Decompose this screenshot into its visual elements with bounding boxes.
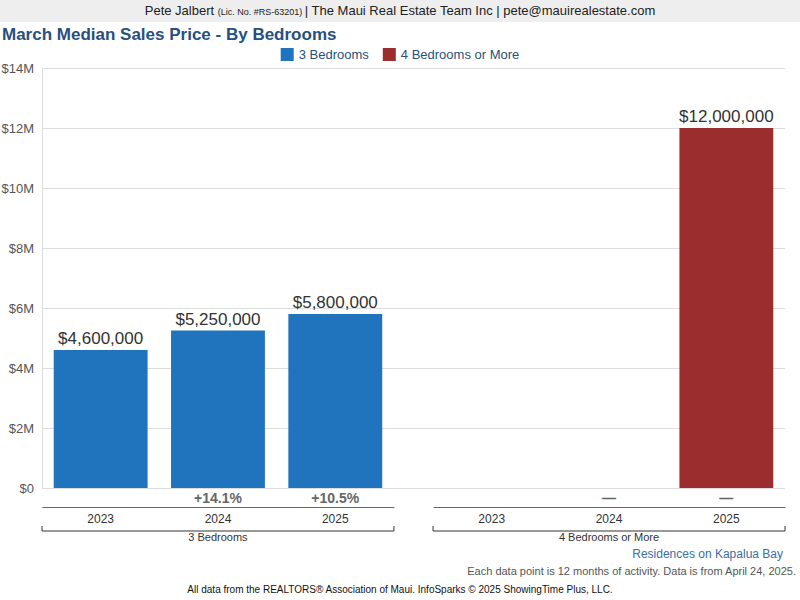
x-tick-label: 2024 [596,512,623,526]
data-label: $5,250,000 [175,310,260,329]
header-bar [0,0,800,22]
x-tick: 2025 [713,512,740,526]
x-tick: 2024 [205,512,232,526]
group-label: 4 Bedrooms or More [559,531,659,543]
footer-note: Each data point is 12 months of activity… [467,565,796,577]
change-label: +14.1% [194,490,242,506]
y-tick-label: $10M [1,181,34,196]
change-label: — [719,490,733,506]
x-tick: 2023 [478,512,505,526]
header-license: (Lic. No. #RS-63201) [218,7,305,17]
bar [679,128,773,488]
legend-swatch [383,48,396,61]
legend-label: 4 Bedrooms or More [401,47,520,62]
x-axis-line [434,507,786,508]
legend-label: 3 Bedrooms [299,47,370,62]
x-tick-label: 2025 [713,512,740,526]
y-tick-label: $0 [20,481,34,496]
legend-item: 3 Bedrooms [281,47,370,62]
y-tick: $6M [9,301,785,316]
grid-line [42,368,785,369]
bar [288,314,382,488]
y-tick-label: $6M [9,301,34,316]
legend-swatch [281,48,294,61]
y-tick-label: $4M [9,361,34,376]
data-label: $4,600,000 [58,329,143,348]
y-axis: $0 $2M $4M $6M $8M $10M $12M $14M [1,61,785,496]
y-tick: $14M [1,61,785,76]
header-agent: Pete Jalbert [145,3,218,18]
x-axis: 2023 2024 2025 [434,508,786,526]
x-axis: 2023 2024 2025 [43,508,395,526]
grid-line [42,68,785,69]
grid-line [42,248,785,249]
x-tick-label: 2023 [87,512,114,526]
y-tick-label: $8M [9,241,34,256]
bars [54,128,774,488]
x-tick: 2025 [322,512,349,526]
footer-source: All data from the REALTORS® Association … [187,584,612,595]
y-tick-label: $12M [1,121,34,136]
grid-line [42,188,785,189]
chart: Pete Jalbert (Lic. No. #RS-63201) | The … [0,0,800,600]
header-company: | The Maui Real Estate Team Inc | pete@m… [305,3,655,18]
bar [171,331,265,489]
y-tick: $12M [1,121,785,136]
data-label: $5,800,000 [293,293,378,312]
group-label: 3 Bedrooms [188,531,248,543]
y-tick: $10M [1,181,785,196]
x-tick-label: 2025 [322,512,349,526]
title: March Median Sales Price - By Bedrooms [2,25,336,44]
x-tick-label: 2024 [205,512,232,526]
x-tick-label: 2023 [478,512,505,526]
grid-line [42,308,785,309]
grid-line [42,488,785,489]
x-tick: 2024 [596,512,623,526]
x-tick: 2023 [87,512,114,526]
y-tick-label: $14M [1,61,34,76]
change-label: +10.5% [311,490,359,506]
y-tick-label: $2M [9,421,34,436]
header: Pete Jalbert (Lic. No. #RS-63201) | The … [145,3,655,18]
y-tick: $8M [9,241,785,256]
footer-subject: Residences on Kapalua Bay [632,547,783,561]
y-axis-line [42,69,43,489]
grid-line [42,428,785,429]
bar [54,350,148,488]
grid-line [42,128,785,129]
legend: 3 Bedrooms 4 Bedrooms or More [281,47,520,62]
legend-item: 4 Bedrooms or More [383,47,520,62]
x-axis-line [43,507,395,508]
data-label: $12,000,000 [679,107,774,126]
data-labels: $4,600,000 $5,250,000 +14.1% $5,800,000 +10.… [58,107,774,506]
change-label: — [602,490,616,506]
